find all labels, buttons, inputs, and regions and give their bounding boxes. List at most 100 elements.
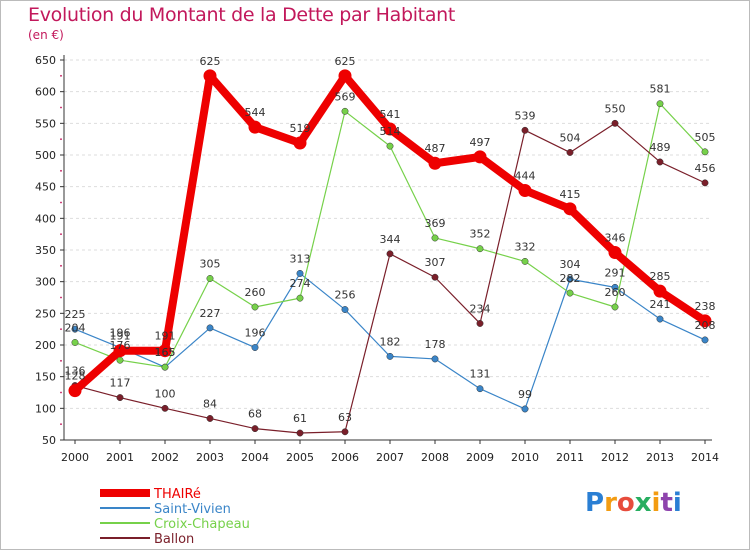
data-point (608, 246, 622, 260)
data-point (293, 136, 307, 150)
data-point (341, 107, 349, 115)
y-tick-label: 600 (35, 86, 56, 99)
data-label: 285 (650, 270, 671, 283)
data-point (251, 425, 259, 433)
data-label: 238 (695, 300, 716, 313)
x-tick-label: 2003 (196, 451, 224, 464)
data-label: 61 (293, 412, 307, 425)
y-tick-label: 100 (35, 402, 56, 415)
data-label: 456 (695, 162, 716, 175)
data-point (341, 306, 349, 313)
data-point (611, 119, 619, 127)
data-point (566, 289, 574, 297)
data-label: 165 (155, 346, 176, 359)
data-label: 196 (110, 327, 131, 340)
data-point (476, 245, 484, 253)
data-point (386, 250, 394, 258)
data-point (71, 339, 79, 346)
x-tick-label: 2012 (601, 451, 629, 464)
data-point (701, 148, 709, 156)
data-label: 84 (203, 397, 217, 410)
y-minor-tick (60, 201, 62, 204)
data-label: 369 (425, 217, 446, 230)
data-label: 625 (200, 55, 221, 68)
x-tick-label: 2014 (691, 451, 719, 464)
x-tick-label: 2011 (556, 451, 584, 464)
data-point (428, 156, 442, 170)
data-label: 241 (650, 298, 671, 311)
legend-label: Croix-Chapeau (154, 517, 250, 532)
y-tick-label: 550 (35, 117, 56, 130)
data-point (473, 150, 487, 164)
data-label: 541 (380, 108, 401, 121)
data-point (611, 303, 619, 311)
y-minor-tick (60, 264, 62, 267)
y-tick-label: 250 (35, 307, 56, 320)
data-label: 204 (65, 321, 86, 334)
data-point (338, 69, 352, 83)
y-tick-label: 150 (35, 371, 56, 384)
data-label: 625 (335, 55, 356, 68)
data-point (431, 234, 439, 242)
data-point (386, 352, 394, 360)
data-label: 131 (470, 368, 491, 381)
data-label: 282 (560, 272, 581, 285)
data-label: 100 (155, 387, 176, 400)
data-label: 225 (65, 308, 86, 321)
data-label: 165 (155, 346, 176, 359)
data-label: 260 (245, 286, 266, 299)
data-label: 519 (290, 122, 311, 135)
chart-title: Evolution du Montant de la Dette par Hab… (28, 4, 456, 26)
data-label: 136 (65, 365, 86, 378)
data-label: 176 (110, 339, 131, 352)
data-point (158, 344, 172, 358)
legend-label: Ballon (154, 532, 194, 547)
data-point (476, 320, 484, 327)
data-point (161, 404, 169, 412)
data-label: 191 (155, 330, 176, 343)
logo-letter: o (616, 488, 635, 518)
y-tick-label: 450 (35, 181, 56, 194)
data-point (341, 428, 349, 436)
data-label: 332 (515, 240, 536, 253)
data-point (611, 283, 619, 291)
y-minor-tick (60, 359, 62, 362)
data-point (701, 336, 709, 344)
data-point (518, 183, 532, 197)
data-label: 444 (515, 169, 536, 182)
data-point (563, 202, 577, 216)
x-tick-label: 2000 (61, 451, 89, 464)
data-label: 260 (605, 286, 626, 299)
data-point (203, 69, 217, 83)
logo-letter: P (585, 488, 605, 518)
data-point (386, 142, 394, 150)
data-label: 63 (338, 411, 352, 424)
data-point (248, 120, 262, 134)
data-point (68, 384, 82, 398)
data-label: 505 (695, 131, 716, 144)
data-point (161, 363, 169, 371)
data-point (251, 303, 259, 311)
x-tick-label: 2004 (241, 451, 269, 464)
y-tick-label: 650 (35, 54, 56, 67)
data-label: 307 (425, 256, 446, 269)
y-minor-tick (60, 233, 62, 236)
data-label: 539 (515, 109, 536, 122)
y-tick-label: 500 (35, 149, 56, 162)
data-point (296, 269, 304, 277)
x-tick-label: 2007 (376, 451, 404, 464)
data-point (71, 325, 79, 333)
data-label: 550 (605, 102, 626, 115)
data-point (656, 100, 664, 108)
data-label: 487 (425, 142, 446, 155)
data-point (206, 275, 214, 282)
x-tick-label: 2013 (646, 451, 674, 464)
data-label: 304 (560, 258, 581, 271)
data-point (566, 149, 574, 156)
x-tick-label: 2010 (511, 451, 539, 464)
x-tick-label: 2002 (151, 451, 179, 464)
data-label: 569 (335, 90, 356, 103)
x-tick-label: 2001 (106, 451, 134, 464)
data-point (206, 415, 214, 422)
